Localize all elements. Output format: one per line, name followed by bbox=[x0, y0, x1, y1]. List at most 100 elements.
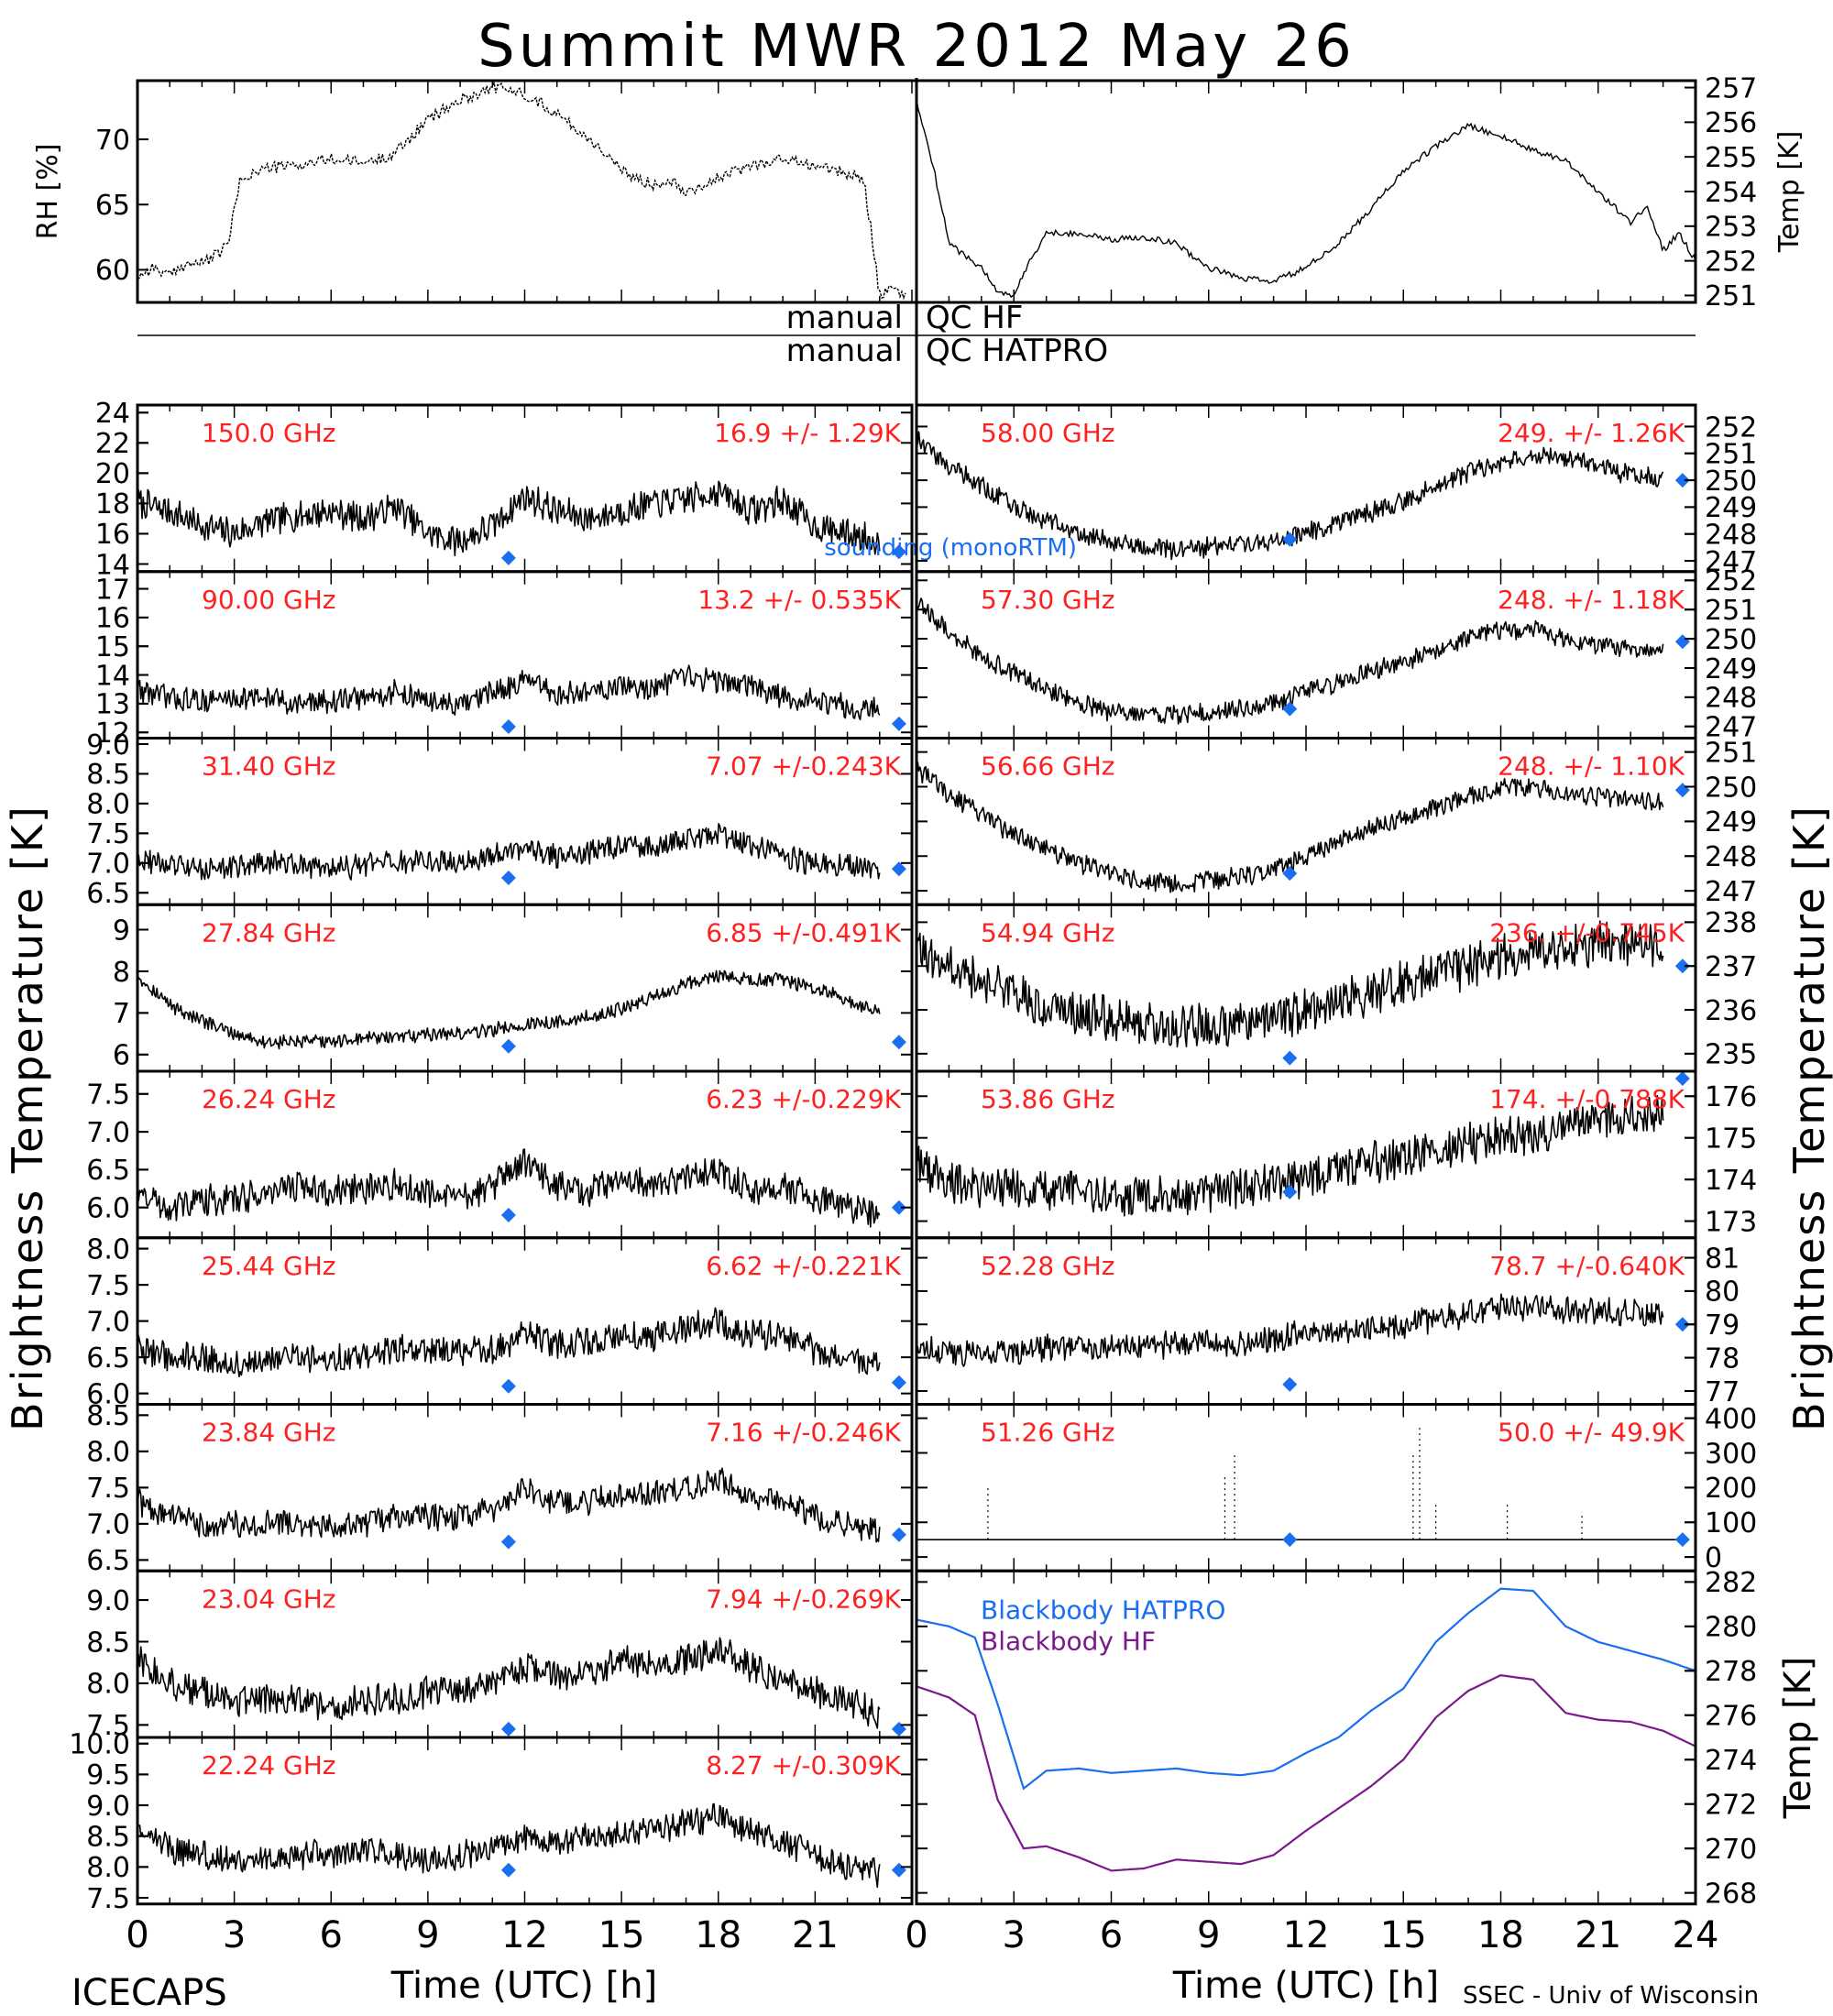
y-tick-label: 7.0 bbox=[86, 1117, 130, 1149]
y-tick-label: 8.5 bbox=[86, 1627, 130, 1659]
x-axis-label-right: Time (UTC) [h] bbox=[1172, 1965, 1439, 2007]
y-tick-label: 280 bbox=[1705, 1612, 1757, 1644]
frequency-label: 25.44 GHz bbox=[202, 1251, 336, 1281]
qc-hatpro-right-label: QC HATPRO bbox=[926, 333, 1108, 369]
sounding-marker bbox=[1674, 1317, 1690, 1332]
sounding-marker bbox=[891, 1035, 906, 1050]
frequency-label: 52.28 GHz bbox=[981, 1251, 1115, 1281]
x-axis-label-left: Time (UTC) [h] bbox=[390, 1965, 657, 2007]
y-tick-label: 10.0 bbox=[69, 1729, 130, 1761]
stats-label: 6.23 +/-0.229K bbox=[706, 1084, 901, 1114]
frequency-label: 22.24 GHz bbox=[202, 1750, 336, 1780]
x-tick-label-left: 15 bbox=[598, 1914, 645, 1956]
y-tick-label: 278 bbox=[1705, 1656, 1757, 1688]
sounding-marker bbox=[891, 1200, 906, 1215]
y-tick-label: 0 bbox=[1705, 1542, 1722, 1574]
frequency-label: 26.24 GHz bbox=[202, 1084, 336, 1114]
y-tick-label: 249 bbox=[1705, 806, 1757, 838]
y-tick-label: 247 bbox=[1705, 712, 1757, 744]
footer-ssec: SSEC - Univ of Wisconsin bbox=[1463, 1982, 1759, 2010]
y-tick-label: 249 bbox=[1705, 653, 1757, 685]
frequency-label: 56.66 GHz bbox=[981, 751, 1115, 782]
y-tick-label: 9.0 bbox=[86, 1791, 130, 1823]
y-tick-label: 8.0 bbox=[86, 1669, 130, 1701]
sounding-marker bbox=[500, 550, 516, 565]
brightness-temp-series bbox=[137, 823, 881, 881]
y-tick-label: 9.0 bbox=[86, 1585, 130, 1617]
x-tick-label-right: 9 bbox=[1197, 1914, 1220, 1956]
x-tick-label-right: 3 bbox=[1003, 1914, 1026, 1956]
y-tick-label: 300 bbox=[1705, 1438, 1757, 1470]
stats-label: 50.0 +/- 49.9K bbox=[1498, 1418, 1685, 1448]
y-tick-label: 251 bbox=[1705, 737, 1757, 769]
y-tick-label: 8.5 bbox=[86, 759, 130, 791]
channel-panel-53-86-ghz: 173 174 175 176 53.86 GHz 174. +/-0.788K bbox=[915, 1069, 1757, 1240]
y-tick-label: 270 bbox=[1705, 1834, 1757, 1866]
sounding-marker bbox=[1282, 1532, 1298, 1548]
y-tick-label: 8.0 bbox=[86, 1233, 130, 1265]
x-tick-label-left: 18 bbox=[695, 1914, 741, 1956]
frequency-label: 150.0 GHz bbox=[202, 418, 336, 448]
y-tick-label: 8.0 bbox=[86, 1437, 130, 1469]
sounding-marker bbox=[500, 1207, 516, 1222]
y-tick-label: 20 bbox=[95, 458, 130, 490]
y-tick-label: 248 bbox=[1705, 683, 1757, 715]
temp-series bbox=[916, 99, 1696, 299]
y-tick-label: 100 bbox=[1705, 1507, 1757, 1539]
footer-icecaps: ICECAPS bbox=[71, 1972, 227, 2014]
sounding-marker bbox=[1282, 866, 1298, 882]
x-tick-label-left: 9 bbox=[416, 1914, 439, 1956]
brightness-temp-series bbox=[137, 1148, 881, 1228]
y-tick-label: 251 bbox=[1705, 595, 1757, 627]
y-tick-label: 15 bbox=[95, 631, 130, 663]
brightness-temp-series bbox=[137, 1802, 881, 1889]
x-tick-label-right: 18 bbox=[1477, 1914, 1524, 1956]
y-tick-label: 251 bbox=[1705, 439, 1757, 471]
temp-tick-label: 255 bbox=[1705, 142, 1757, 174]
rh-tick-label: 60 bbox=[95, 255, 130, 287]
y-tick-label: 249 bbox=[1705, 492, 1757, 524]
channel-panel-31-40-ghz: 6.57.07.58.08.59.0 31.40 GHz 7.07 +/-0.243… bbox=[86, 729, 914, 910]
rh-tick-label: 65 bbox=[95, 190, 130, 222]
temp-tick-label: 253 bbox=[1705, 212, 1757, 244]
sounding-marker bbox=[500, 871, 516, 886]
stats-label: 8.27 +/-0.309K bbox=[706, 1750, 901, 1780]
x-tick-label-right: 0 bbox=[905, 1914, 927, 1956]
y-tick-label: 176 bbox=[1705, 1081, 1757, 1113]
channel-panel-25-44-ghz: 6.06.5 7.0 7.5 8.0 25.44 GHz 6.62 +/-0.221K bbox=[86, 1233, 914, 1410]
y-tick-label: 81 bbox=[1705, 1243, 1740, 1275]
sounding-marker bbox=[500, 1534, 516, 1550]
y-tick-label: 12 bbox=[95, 718, 130, 750]
sounding-marker bbox=[1674, 473, 1690, 488]
y-tick-label: 8.5 bbox=[86, 1822, 130, 1854]
x-tick-label-left: 6 bbox=[320, 1914, 343, 1956]
y-tick-label: 237 bbox=[1705, 951, 1757, 983]
sounding-marker bbox=[500, 1378, 516, 1394]
frequency-label: 54.94 GHz bbox=[981, 917, 1115, 948]
left-axis-title: Brightness Temperature [K] bbox=[3, 805, 52, 1431]
y-tick-label: 235 bbox=[1705, 1039, 1757, 1071]
y-tick-label: 24 bbox=[95, 398, 130, 430]
stats-label: 236. +/-0.745K bbox=[1489, 917, 1685, 948]
x-tick-label-left: 0 bbox=[126, 1914, 148, 1956]
brightness-temp-series bbox=[137, 1307, 881, 1378]
sounding-marker bbox=[1282, 531, 1298, 547]
channel-panel-23-84-ghz: 6.5 7.0 7.5 8.0 8.5 23.84 GHz 7.16 +/-0.246K bbox=[86, 1400, 914, 1577]
y-tick-label: 7.5 bbox=[86, 1883, 130, 1915]
y-tick-label: 250 bbox=[1705, 772, 1757, 804]
y-tick-label: 7.5 bbox=[86, 1473, 130, 1505]
y-tick-label: 13 bbox=[95, 689, 130, 721]
x-tick-label-right: 24 bbox=[1673, 1914, 1719, 1956]
y-tick-label: 7.5 bbox=[86, 1270, 130, 1302]
y-tick-label: 18 bbox=[95, 488, 130, 520]
blackbody-series-0 bbox=[916, 1587, 1696, 1791]
y-tick-label: 6 bbox=[113, 1040, 130, 1072]
y-tick-label: 6.5 bbox=[86, 878, 130, 910]
y-tick-label: 400 bbox=[1705, 1403, 1757, 1435]
stats-label: 248. +/- 1.18K bbox=[1498, 585, 1685, 615]
temp-tick-label: 254 bbox=[1705, 177, 1757, 209]
y-tick-label: 7.0 bbox=[86, 849, 130, 881]
